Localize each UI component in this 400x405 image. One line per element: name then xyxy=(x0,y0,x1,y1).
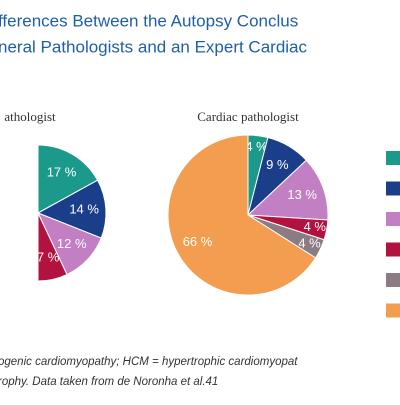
legend-swatch xyxy=(386,273,400,287)
value-label: 9 % xyxy=(266,157,289,172)
pie-slice xyxy=(167,134,317,296)
value-label: 66 % xyxy=(183,234,213,249)
value-label: 7 % xyxy=(37,250,60,265)
pie-slice xyxy=(37,212,68,282)
value-label: 14 % xyxy=(69,202,99,217)
pie-title: Cardiac pathologist xyxy=(197,109,299,124)
value-label: 17 % xyxy=(47,165,77,180)
legend-swatch xyxy=(386,303,400,318)
legend-swatch xyxy=(386,151,400,165)
value-label: 4 % xyxy=(298,235,321,250)
pie-slice xyxy=(37,144,99,214)
footer-line: rophy. Data taken from de Noronha et al.… xyxy=(0,376,218,388)
pie-slice xyxy=(36,179,107,239)
header-line: fferences Between the Autopsy Conclus xyxy=(0,11,298,30)
pie-title: athologist xyxy=(4,109,56,124)
legend-swatch xyxy=(386,242,400,257)
header-line: neral Pathologists and an Expert Cardiac xyxy=(0,37,308,56)
value-label: 12 % xyxy=(57,236,87,251)
legend-swatch xyxy=(386,181,400,196)
value-label: 13 % xyxy=(287,187,317,202)
legend-swatch xyxy=(386,212,400,226)
value-label: 4 % xyxy=(304,219,327,234)
pie-slice xyxy=(246,159,329,221)
value-label: 4 % xyxy=(245,139,268,154)
footer-line: ogenic cardiomyopathy; HCM = hypertrophi… xyxy=(0,356,298,368)
